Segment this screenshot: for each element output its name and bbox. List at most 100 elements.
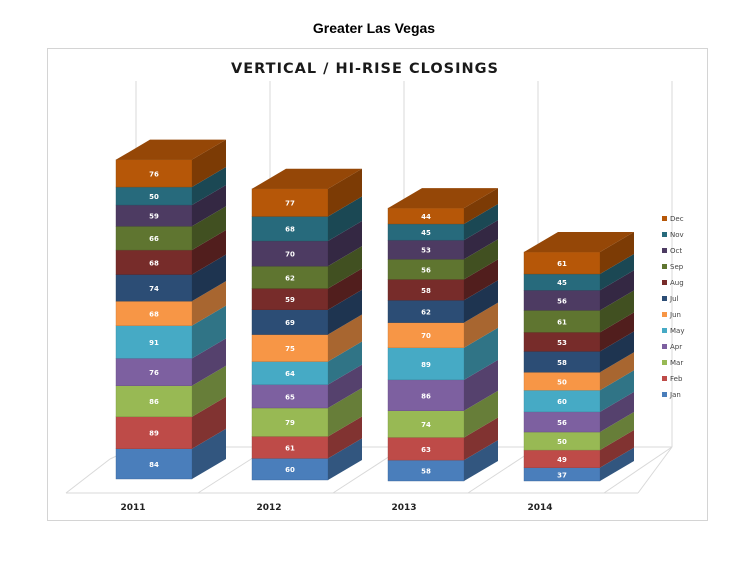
- bar-segment-2014-may: 60: [523, 370, 634, 413]
- legend-item-nov: Nov: [662, 231, 684, 239]
- bar-stack-2012: 60 61 79 65 64 75 69 59 62 70 68 77: [251, 168, 362, 481]
- bar-segment-2013-may: 89: [387, 327, 498, 381]
- data-label: 65: [285, 393, 295, 401]
- bar-front-oct: [251, 240, 329, 267]
- x-tick-label: 2013: [391, 503, 416, 513]
- data-label: 86: [149, 398, 159, 406]
- bar-segment-2013-feb: 63: [387, 417, 498, 461]
- data-label: 76: [149, 369, 159, 377]
- bar-stack-2011: 84 89 86 76 91 68 74 68 66 59 50 76: [115, 139, 226, 480]
- bar-side-sep: [600, 290, 634, 333]
- bar-side-dec: [464, 188, 498, 224]
- bar-segment-2011-nov: 50: [115, 167, 226, 206]
- bar-side-may: [464, 327, 498, 380]
- bar-segment-2011-apr: 76: [115, 338, 226, 386]
- bar-segment-2013-aug: 58: [387, 259, 498, 301]
- legend-item-may: May: [662, 327, 684, 335]
- chart-legend: Dec Nov Oct Sep Aug Jul Jun May Apr Mar Feb Jan: [662, 215, 684, 399]
- bar-segment-2011-jul: 74: [115, 254, 226, 302]
- chart-frame: 84 89 86 76 91 68 74 68 66 59 50 76 60 61 79 65 64 75 69 59…: [47, 48, 708, 521]
- data-label: 53: [557, 339, 567, 347]
- bar-segment-2014-feb: 49: [523, 430, 634, 468]
- bar-segment-2014-dec: 61: [523, 232, 634, 275]
- legend-swatch: [662, 360, 667, 365]
- legend-label: Jan: [669, 391, 681, 399]
- legend-label: Dec: [670, 215, 684, 223]
- bar-side-feb: [464, 417, 498, 461]
- data-label: 56: [557, 297, 567, 305]
- bar-side-nov: [328, 196, 362, 241]
- legend-swatch: [662, 296, 667, 301]
- legend-item-oct: Oct: [662, 247, 682, 255]
- legend-swatch: [662, 328, 667, 333]
- bar-segment-2013-sep: 56: [387, 239, 498, 280]
- bar-segment-2012-apr: 65: [251, 364, 362, 409]
- bar-front-jun: [115, 300, 193, 326]
- bar-side-jun: [464, 302, 498, 348]
- bar-side-dec: [600, 232, 634, 274]
- bar-segment-2014-aug: 53: [523, 312, 634, 352]
- bar-front-may: [115, 325, 193, 359]
- bar-side-aug: [600, 312, 634, 352]
- bar-side-aug: [328, 268, 362, 310]
- bar-side-nov: [464, 203, 498, 241]
- data-label: 76: [149, 170, 159, 178]
- data-label: 59: [285, 296, 295, 304]
- bar-side-oct: [600, 270, 634, 311]
- bar-front-apr: [387, 379, 465, 411]
- bar-front-aug: [115, 249, 193, 275]
- bar-side-jan: [464, 440, 498, 481]
- data-label: 61: [285, 444, 295, 452]
- bar-side-apr: [192, 338, 226, 386]
- bar-segment-2011-dec: 76: [115, 139, 226, 188]
- legend-swatch: [662, 280, 667, 285]
- bar-segment-2013-mar: 74: [387, 390, 498, 438]
- bar-segment-2012-jan: 60: [251, 438, 362, 481]
- data-label: 44: [421, 213, 431, 221]
- data-label: 50: [149, 193, 159, 201]
- bar-side-mar: [328, 388, 362, 437]
- page-title: Greater Las Vegas: [312, 20, 436, 36]
- chart-bars: 84 89 86 76 91 68 74 68 66 59 50 76 60 61 79 65 64 75 69 59…: [115, 139, 634, 482]
- bar-side-jun: [192, 281, 226, 326]
- data-label: 84: [149, 461, 159, 469]
- legend-swatch: [662, 232, 667, 237]
- data-label: 74: [421, 421, 431, 429]
- legend-item-aug: Aug: [662, 279, 684, 287]
- bar-front-jul: [115, 274, 193, 302]
- data-label: 89: [149, 430, 159, 438]
- data-label: 58: [557, 359, 567, 367]
- bar-segment-2013-apr: 86: [387, 359, 498, 411]
- data-label: 61: [557, 260, 567, 268]
- bar-segment-2011-aug: 68: [115, 230, 226, 275]
- bar-side-jun: [600, 352, 634, 391]
- data-label: 63: [421, 446, 431, 454]
- bar-side-oct: [464, 220, 498, 260]
- data-label: 49: [557, 456, 567, 464]
- data-label: 91: [149, 339, 159, 347]
- bar-side-may: [192, 305, 226, 359]
- bar-segment-2014-jan: 37: [523, 447, 634, 482]
- bar-segment-2011-jan: 84: [115, 428, 226, 480]
- legend-swatch: [662, 216, 667, 221]
- legend-swatch: [662, 376, 667, 381]
- bar-segment-2014-nov: 45: [523, 254, 634, 291]
- bar-side-jul: [192, 254, 226, 302]
- bar-side-jul: [328, 289, 362, 335]
- bar-side-aug: [464, 259, 498, 301]
- bar-side-mar: [192, 365, 226, 417]
- legend-item-sep: Sep: [662, 263, 684, 271]
- bar-side-jul: [464, 280, 498, 323]
- legend-label: Oct: [670, 247, 682, 255]
- bar-stack-2014: 37 49 50 56 60 50 58 53 61 56 45 61: [523, 232, 634, 482]
- bar-segment-2013-nov: 45: [387, 203, 498, 241]
- chart-title: VERTICAL / HI-RISE CLOSINGS: [231, 61, 499, 77]
- bar-side-mar: [464, 390, 498, 438]
- bar-segment-2013-dec: 44: [387, 188, 498, 225]
- bar-side-jan: [600, 447, 634, 481]
- bar-segment-2012-jun: 75: [251, 314, 362, 362]
- bar-segment-2012-nov: 68: [251, 196, 362, 242]
- bar-side-mar: [600, 412, 634, 451]
- bar-side-feb: [600, 430, 634, 468]
- bar-side-jul: [600, 331, 634, 373]
